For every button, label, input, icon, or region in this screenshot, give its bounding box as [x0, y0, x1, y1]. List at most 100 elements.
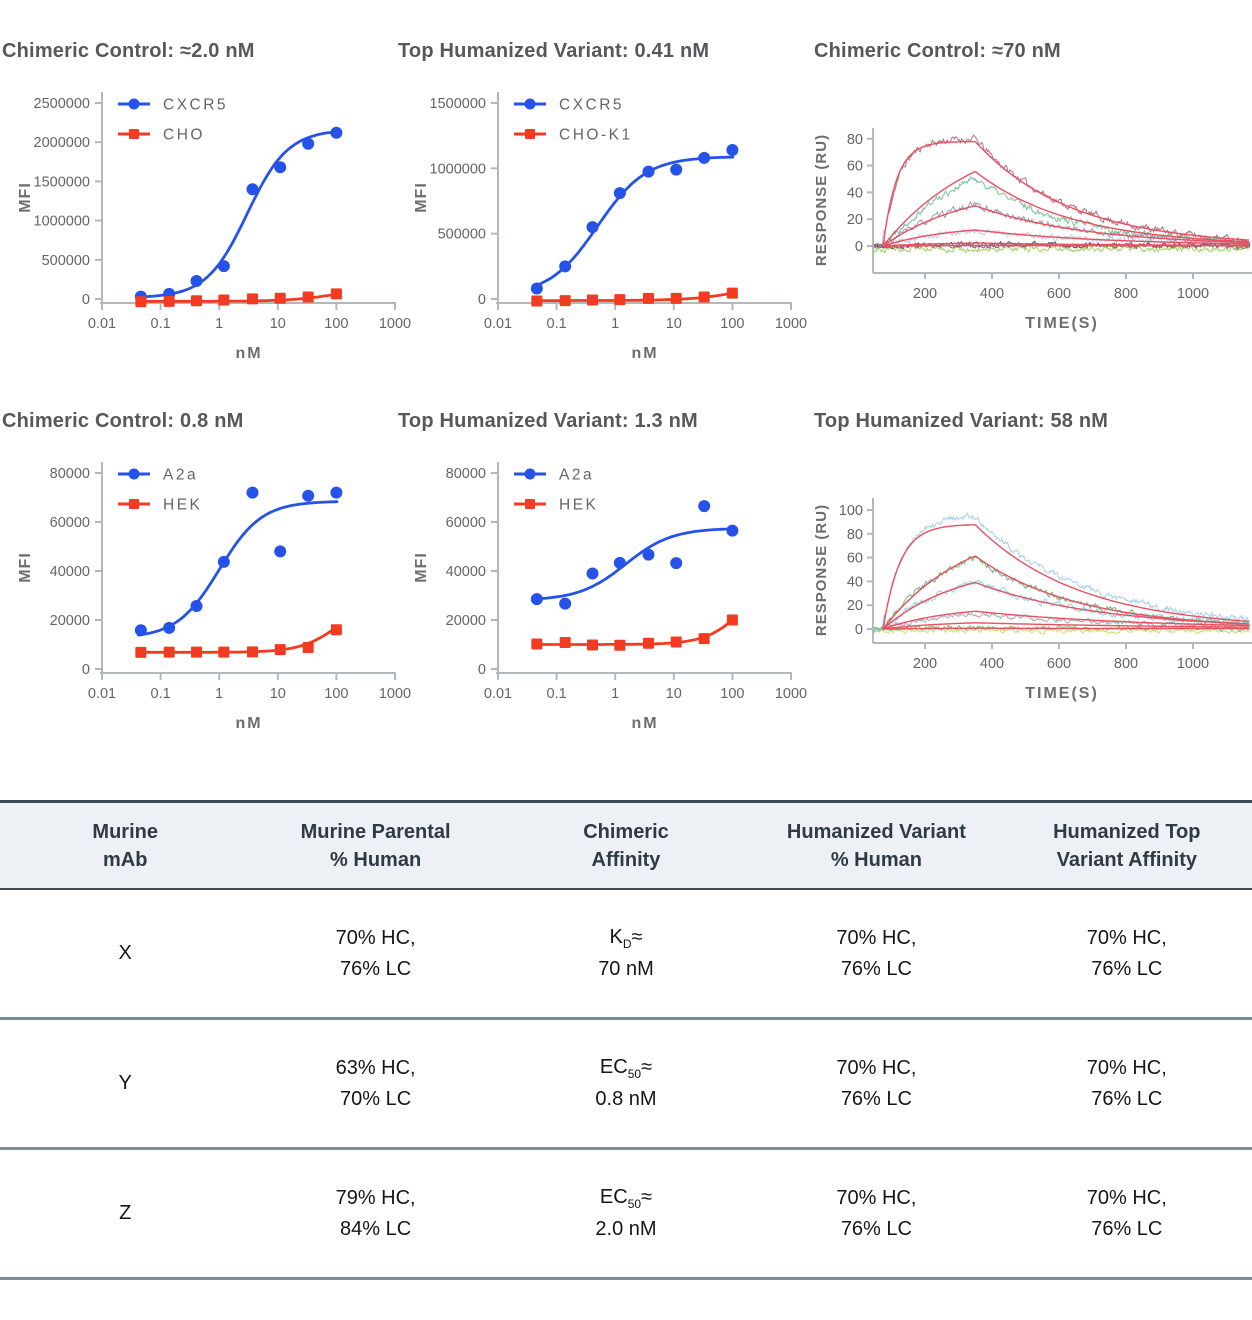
svg-text:1: 1	[611, 686, 619, 702]
cell-mab: Y	[118, 1072, 132, 1094]
svg-text:200: 200	[913, 286, 937, 302]
cell-affinity: KD≈ 70 nM	[598, 926, 654, 980]
svg-text:1: 1	[215, 686, 223, 702]
svg-text:80000: 80000	[446, 466, 486, 482]
flow-chart-canvas: 0 20000 40000 60000 80000 0.01 0.1 1 10 100 1000 nM…	[17, 462, 411, 732]
svg-text:10: 10	[666, 686, 682, 702]
svg-text:1: 1	[611, 316, 619, 332]
svg-text:CXCR5: CXCR5	[559, 97, 624, 114]
svg-text:400: 400	[980, 656, 1004, 672]
svg-text:nM: nM	[631, 715, 658, 732]
cell-top-variant: 70% HC, 76% LC	[1086, 1186, 1167, 1240]
cell-top-variant: 70% HC, 76% LC	[1086, 1056, 1167, 1110]
svg-text:1000: 1000	[775, 316, 807, 332]
cell-variant: 70% HC, 76% LC	[836, 1056, 917, 1110]
svg-text:40000: 40000	[446, 564, 486, 580]
svg-text:60: 60	[847, 551, 863, 567]
svg-text:20000: 20000	[446, 613, 486, 629]
svg-text:600: 600	[1047, 286, 1071, 302]
svg-text:MFI: MFI	[413, 182, 430, 213]
svg-text:CHO-K1: CHO-K1	[559, 127, 633, 144]
svg-text:10: 10	[270, 686, 286, 702]
svg-text:800: 800	[1114, 656, 1138, 672]
svg-text:nM: nM	[631, 345, 658, 362]
svg-text:CHO: CHO	[163, 127, 205, 144]
svg-text:HEK: HEK	[163, 497, 202, 514]
svg-text:1000: 1000	[379, 686, 411, 702]
svg-text:0.1: 0.1	[547, 686, 567, 702]
flow-chart-canvas: 0 20000 40000 60000 80000 0.01 0.1 1 10 100 1000 nM…	[413, 462, 807, 732]
svg-text:2500000: 2500000	[34, 96, 90, 112]
chart-title: Top Humanized Variant: 58 nM	[814, 410, 1109, 432]
svg-text:20: 20	[847, 598, 863, 614]
header-chimeric-affinity: Chimeric Affinity	[583, 820, 669, 871]
header-top-variant-affinity: Humanized Top Variant Affinity	[1053, 820, 1201, 871]
spr-chart-canvas: 0 20 40 60 80 200 400 600 800 1000 TIME(S) RESPONSE…	[813, 128, 1252, 332]
svg-text:0: 0	[82, 662, 90, 678]
svg-text:0.01: 0.01	[88, 316, 116, 332]
svg-text:nM: nM	[235, 345, 262, 362]
chart-cell-flow-humanized-cxcr5: Top Humanized Variant: 0.41 nM 0 500000 10…	[396, 40, 836, 390]
summary-table: Murine mAb Murine Parental% Human Chimeri…	[0, 800, 1252, 1280]
svg-text:40: 40	[847, 185, 863, 201]
chart-title: Top Humanized Variant: 0.41 nM	[398, 40, 710, 62]
svg-text:1000: 1000	[1177, 656, 1209, 672]
svg-text:80: 80	[847, 527, 863, 543]
svg-text:10: 10	[666, 316, 682, 332]
svg-text:200: 200	[913, 656, 937, 672]
svg-text:0: 0	[478, 662, 486, 678]
summary-table-header-row: Murine mAb Murine Parental% Human Chimeri…	[0, 800, 1252, 890]
svg-text:0.1: 0.1	[151, 316, 171, 332]
header-humanized-variant: Humanized Variant% Human	[786, 820, 966, 871]
header-murine-mab: Murine mAb	[92, 820, 158, 871]
svg-text:800: 800	[1114, 286, 1138, 302]
cell-parental: 70% HC, 76% LC	[335, 926, 416, 980]
svg-text:0.1: 0.1	[547, 316, 567, 332]
cell-affinity: EC50≈ 2.0 nM	[595, 1186, 657, 1240]
chart-title: Chimeric Control: 0.8 nM	[2, 410, 244, 432]
svg-text:20000: 20000	[50, 613, 90, 629]
header-murine-parental: Murine Parental% Human	[300, 820, 451, 871]
table-row-z: Z 79% HC, 84% LC EC50≈ 2.0 nM 70% HC, 76% L…	[0, 1150, 1252, 1280]
svg-text:MFI: MFI	[17, 182, 34, 213]
svg-text:nM: nM	[235, 715, 262, 732]
svg-text:0: 0	[478, 292, 486, 308]
svg-text:MFI: MFI	[17, 552, 34, 583]
svg-text:40000: 40000	[50, 564, 90, 580]
svg-text:1500000: 1500000	[34, 174, 90, 190]
chart-title: Chimeric Control: ≈70 nM	[814, 40, 1061, 62]
svg-text:1000000: 1000000	[430, 161, 486, 177]
svg-text:0.01: 0.01	[484, 316, 512, 332]
svg-text:1000: 1000	[775, 686, 807, 702]
svg-text:TIME(S): TIME(S)	[1025, 315, 1099, 332]
chart-cell-flow-humanized-a2a: Top Humanized Variant: 1.3 nM 0 20000 4000…	[396, 410, 836, 760]
svg-text:100: 100	[720, 316, 744, 332]
svg-text:500000: 500000	[42, 253, 90, 269]
svg-text:0: 0	[855, 622, 863, 638]
chart-cell-spr-chimeric: Chimeric Control: ≈70 nM 0 20 40 60 80 200 400…	[812, 40, 1252, 390]
cell-top-variant: 70% HC, 76% LC	[1086, 926, 1167, 980]
cell-mab: X	[118, 942, 132, 964]
cell-variant: 70% HC, 76% LC	[836, 1186, 917, 1240]
svg-text:500000: 500000	[438, 227, 486, 243]
svg-text:2000000: 2000000	[34, 135, 90, 151]
table-row-x: X 70% HC, 76% LC KD≈ 70 nM 70% HC, 76% LC 7…	[0, 890, 1252, 1020]
cell-variant: 70% HC, 76% LC	[836, 926, 917, 980]
svg-text:CXCR5: CXCR5	[163, 97, 228, 114]
svg-text:A2a: A2a	[163, 467, 198, 484]
chart-title: Top Humanized Variant: 1.3 nM	[398, 410, 698, 432]
flow-chart-canvas: 0 500000 1000000 1500000 2000000 2500000 0.01 0…	[17, 92, 411, 362]
svg-text:0.01: 0.01	[88, 686, 116, 702]
svg-text:TIME(S): TIME(S)	[1025, 685, 1099, 702]
flow-chart-canvas: 0 500000 1000000 1500000 0.01 0.1 1 10 100 1000 nM…	[413, 92, 807, 362]
svg-text:0: 0	[82, 292, 90, 308]
table-row-y: Y 63% HC, 70% LC EC50≈ 0.8 nM 70% HC, 76% L…	[0, 1020, 1252, 1150]
svg-text:1000000: 1000000	[34, 214, 90, 230]
svg-text:1: 1	[215, 316, 223, 332]
svg-text:1000: 1000	[1177, 286, 1209, 302]
svg-text:80: 80	[847, 132, 863, 148]
svg-text:0.01: 0.01	[484, 686, 512, 702]
svg-text:40: 40	[847, 574, 863, 590]
svg-text:60: 60	[847, 159, 863, 175]
